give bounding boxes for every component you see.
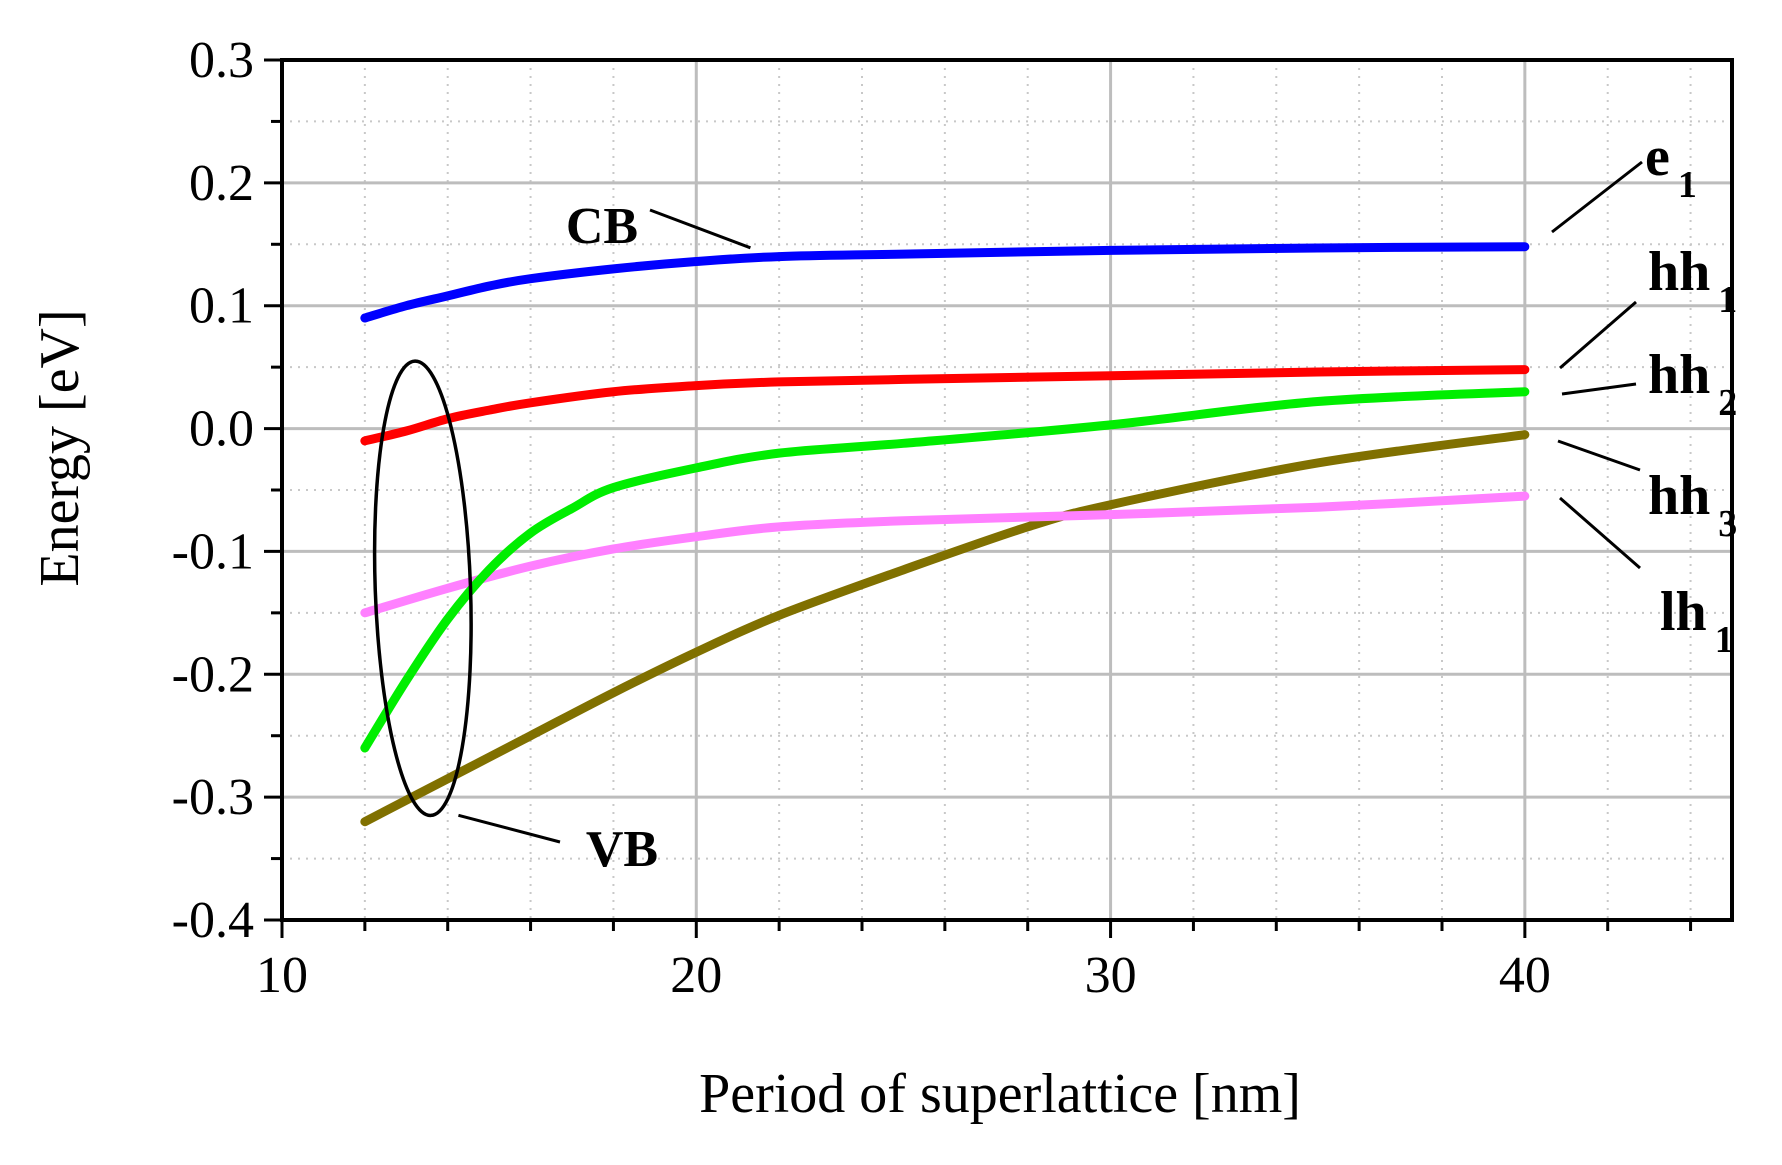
- y-tick-label: 0.3: [189, 32, 254, 89]
- tick-labels: 10 20 30 40 0.3 0.2 0.1 0.0 -0.1 -0.2 -0.3 -0.4: [172, 32, 1551, 1004]
- series-label-leader-hh2: [1561, 382, 1637, 396]
- cb-annotation-leader: [649, 208, 751, 250]
- x-tick-label: 30: [1085, 947, 1137, 1004]
- series-label-leader-hh1: [1559, 300, 1637, 370]
- y-axis-title: Energy [eV]: [29, 309, 91, 586]
- series-line-hh3: [360, 430, 1530, 827]
- series-line-e1: [360, 242, 1530, 323]
- major-grid: [282, 60, 1732, 920]
- cb-annotation-label: CB: [566, 198, 638, 255]
- x-tick-label: 20: [670, 947, 722, 1004]
- series-label-hh3: hh 3: [1648, 465, 1737, 545]
- series-label-leader-lh1: [1559, 496, 1641, 570]
- series-label-leader-hh3: [1557, 439, 1641, 472]
- series-line-hh1: [360, 365, 1530, 446]
- y-tick-label: -0.1: [172, 523, 254, 580]
- series-line-hh2: [360, 387, 1530, 753]
- vb-ellipse: [372, 359, 473, 818]
- series-line-lh1: [360, 491, 1530, 618]
- series-label-subscript: 3: [1718, 503, 1737, 545]
- y-tick-label: -0.4: [172, 892, 254, 949]
- series-label-subscript: 1: [1678, 164, 1697, 206]
- series-label-main: hh: [1648, 241, 1710, 303]
- series-label-main: hh: [1648, 344, 1710, 406]
- series-label-leader-e1: [1551, 160, 1643, 234]
- y-tick-label: 0.1: [189, 278, 254, 335]
- x-tick-label: 40: [1499, 947, 1551, 1004]
- y-tick-label: 0.2: [189, 155, 254, 212]
- series-label-lh1: lh 1: [1660, 581, 1734, 661]
- series-label-main: e: [1645, 126, 1670, 188]
- y-tick-label: 0.0: [189, 401, 254, 458]
- y-tick-label: -0.2: [172, 646, 254, 703]
- vb-annotation-label: VB: [586, 821, 658, 878]
- annotations: CB VB: [372, 198, 751, 878]
- series-label-main: lh: [1660, 581, 1707, 643]
- x-axis-title: Period of superlattice [nm]: [699, 1063, 1301, 1125]
- series-label-subscript: 2: [1718, 382, 1737, 424]
- series-lines: [360, 242, 1530, 827]
- series-label-subscript: 1: [1715, 619, 1734, 661]
- series-label-hh2: hh 2: [1648, 344, 1737, 424]
- vb-annotation-leader: [458, 813, 561, 844]
- x-tick-label: 10: [256, 947, 308, 1004]
- axis-ticks: [264, 58, 1693, 938]
- series-label-subscript: 1: [1718, 279, 1737, 321]
- y-tick-label: -0.3: [172, 769, 254, 826]
- series-label-main: hh: [1648, 465, 1710, 527]
- series-label-hh1: hh 1: [1648, 241, 1737, 321]
- series-labels: e 1hh 1hh 2hh 3lh 1: [1551, 126, 1737, 661]
